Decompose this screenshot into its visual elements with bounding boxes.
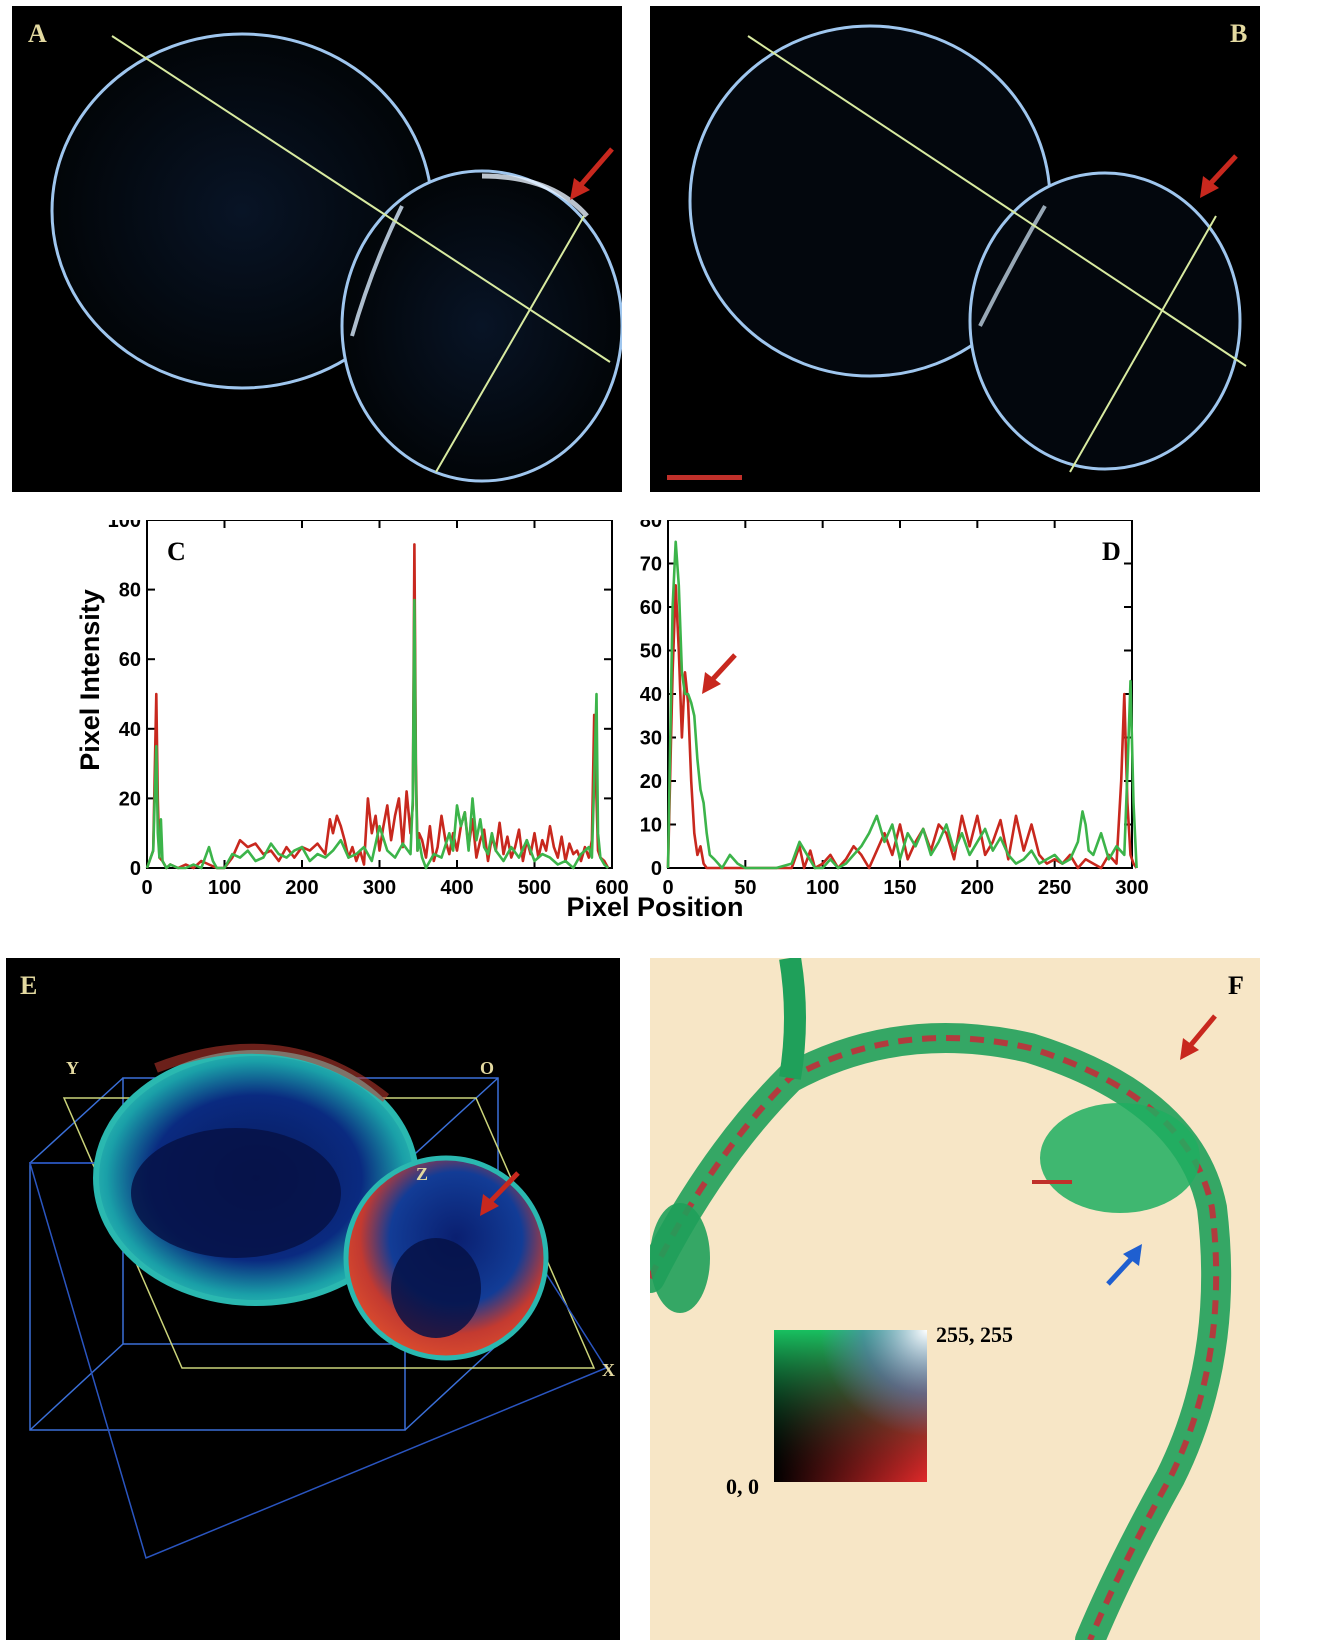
panel-a-image: A [28,19,622,483]
x-tick-label: 300 [363,877,396,899]
panel-e-image: E Y O Z X [20,971,615,1560]
x-tick-label: 600 [595,877,628,899]
y-tick-label: 40 [640,684,662,706]
cell-small-outline [340,169,622,483]
y-tick-label: 20 [640,771,662,793]
y-tick-label: 0 [130,858,141,880]
y-tick-label: 10 [640,815,662,837]
series-line-red [666,584,1138,870]
panel-letter-d: D [1102,537,1121,566]
y-tick-label: 80 [640,520,662,532]
y-tick-label: 60 [640,597,662,619]
x-tick-label: 150 [883,877,916,899]
x-tick-label: 300 [1115,877,1148,899]
panel-letter-b: B [1230,19,1247,48]
y-axis-title: Pixel Intensity [75,589,105,771]
arrow-red [480,1171,520,1216]
panel-f-colocalization: 255, 255 0, 0 F [650,958,1260,1640]
colormap-legend [774,1330,927,1482]
x-tick-label: 200 [961,877,994,899]
y-tick-label: 30 [640,728,662,750]
arrow-red [570,147,614,200]
arrow-red [1180,1014,1217,1060]
axis-label-z: Z [416,1164,428,1184]
colormap-max-label: 255, 255 [936,1322,1013,1347]
panel-b-micrograph: B [650,6,1260,492]
panel-b-image: B [667,19,1247,480]
series-line-green [145,598,609,870]
x-tick-label: 0 [141,877,152,899]
panel-f-image: 255, 255 0, 0 F [650,958,1244,1640]
x-tick-label: 100 [208,877,241,899]
profile-line-short [435,215,585,473]
x-tick-label: 200 [285,877,318,899]
panel-a-micrograph: A [12,6,622,492]
series-line-red [145,543,610,870]
y-tick-label: 50 [640,641,662,663]
x-tick-label: 250 [1038,877,1071,899]
panel-letter-e: E [20,971,37,1000]
y-tick-label: 100 [108,520,141,532]
profile-line-long [111,35,611,363]
y-tick-label: 80 [119,580,141,602]
x-tick-label: 50 [734,877,756,899]
arrow-red [1200,154,1238,198]
chart-c: 0 100 200 300 400 500 600 0 20 40 60 80 100 C [108,520,629,899]
scale-bar [667,475,742,480]
profile-line-short [1069,215,1217,473]
x-tick-label: 400 [440,877,473,899]
y-tick-label: 40 [119,719,141,741]
x-tick-label: 500 [518,877,551,899]
axis-label-o: O [480,1058,494,1078]
x-tick-label: 0 [662,877,673,899]
plot-frame [667,520,1133,869]
profile-line-long [747,35,1247,367]
panel-e-3d-rendering: E Y O Z X [6,958,620,1640]
y-tick-label: 70 [640,554,662,576]
panel-letter-c: C [167,537,186,566]
x-tick-label: 100 [806,877,839,899]
x-axis-title: Pixel Position [566,892,743,922]
y-tick-label: 20 [119,788,141,810]
y-tick-label: 60 [119,649,141,671]
y-tick-label: 0 [651,858,662,880]
panel-letter-f: F [1228,971,1244,1000]
axis-label-y: Y [66,1058,79,1078]
cell-small-outline [968,171,1242,471]
axis-label-x: X [602,1360,615,1380]
chart-d: 0 50 100 150 200 250 300 0 10 20 30 40 50 60 70 80 D [640,520,1149,899]
colormap-min-label: 0, 0 [726,1474,759,1499]
plot-frame [146,520,613,869]
arrow-red [702,653,737,694]
panel-letter-a: A [28,19,47,48]
scale-bar [1032,1180,1072,1184]
series-line-green [666,540,1138,870]
arrow-blue [1106,1244,1142,1286]
